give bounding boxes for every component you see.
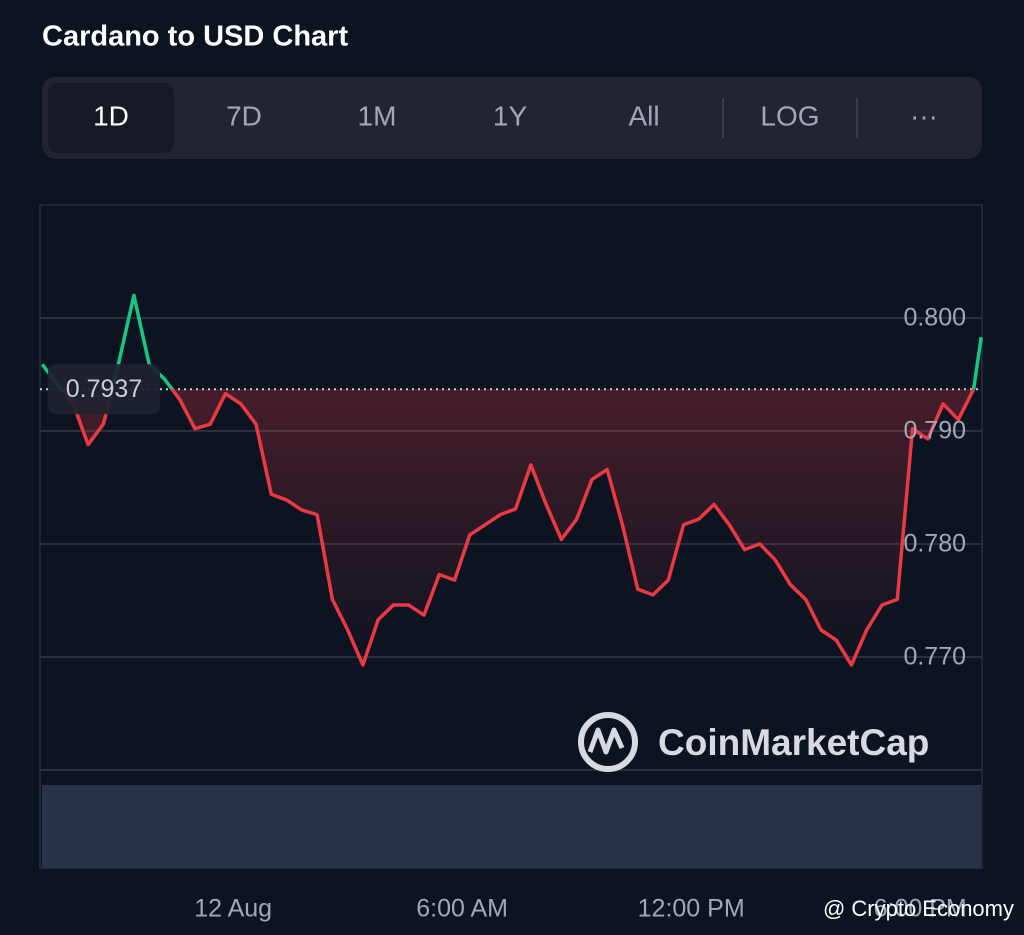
y-tick-label: 0.780 <box>903 530 966 558</box>
tab-selected <box>48 83 174 153</box>
tab-bar <box>42 77 982 159</box>
watermark: CoinMarketCap <box>658 722 929 763</box>
tab[interactable]: 1D <box>93 100 129 131</box>
baseline-label-box <box>48 364 160 415</box>
baseline-label: 0.7937 <box>66 375 142 403</box>
volume-area <box>42 785 981 868</box>
credit: @ Crypto Economy <box>823 896 1014 921</box>
y-tick-label: 0.790 <box>903 417 966 445</box>
tab[interactable]: 1Y <box>493 100 528 131</box>
watermark-logo <box>578 712 638 772</box>
price-line <box>40 293 983 667</box>
area <box>61 389 974 665</box>
tab[interactable]: All <box>628 100 659 131</box>
y-tick-label: 0.770 <box>903 643 966 671</box>
y-tick-label: 0.800 <box>903 304 966 332</box>
tab[interactable]: 1M <box>358 100 397 131</box>
x-tick-label: 6:00 AM <box>416 895 508 923</box>
x-tick-label: 12 Aug <box>194 895 272 923</box>
tab[interactable]: ··· <box>910 100 938 131</box>
page-title: Cardano to USD Chart <box>42 21 348 53</box>
x-tick-label: 6:00 PM <box>874 895 967 923</box>
tab[interactable]: 7D <box>226 100 262 131</box>
tab[interactable]: LOG <box>760 100 819 131</box>
x-tick-label: 12:00 PM <box>638 895 745 923</box>
